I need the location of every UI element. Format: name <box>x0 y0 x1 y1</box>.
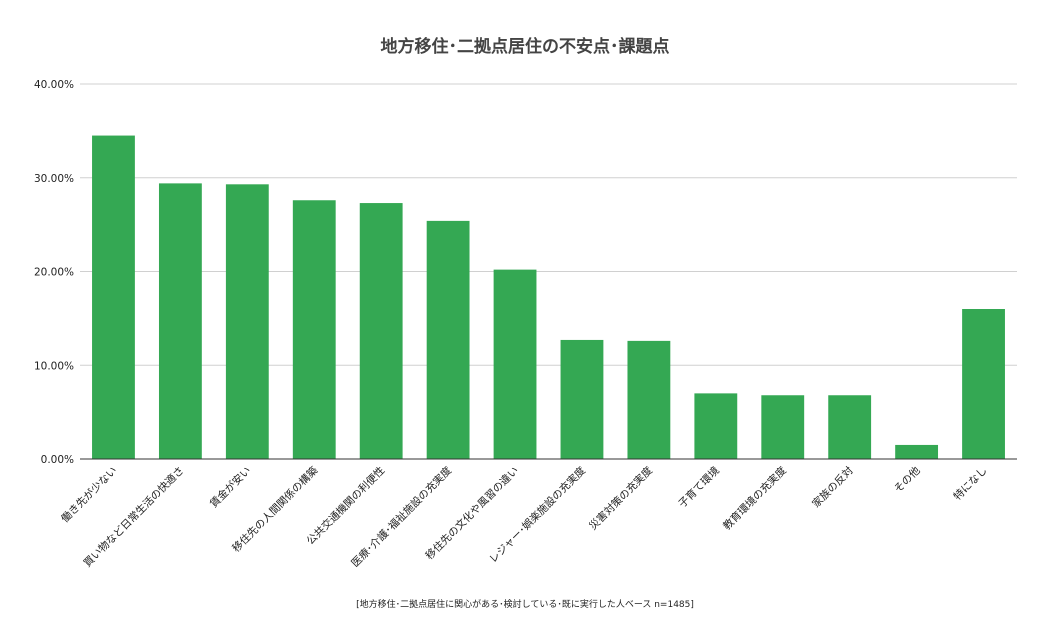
chart-footnote: [地方移住･二拠点居住に関心がある･検討している･既に実行した人ベース n=14… <box>356 600 694 610</box>
bar <box>627 340 671 459</box>
bar <box>225 184 269 459</box>
y-tick-label: 10.00% <box>34 360 74 372</box>
bar <box>560 339 604 459</box>
chart-title: 地方移住･二拠点居住の不安点･課題点 <box>380 37 670 57</box>
bar <box>761 395 805 459</box>
bar <box>828 395 872 459</box>
y-tick-label: 40.00% <box>34 79 74 91</box>
x-category-label: 子育て環境 <box>676 464 722 510</box>
bar <box>359 203 403 459</box>
bar <box>694 393 738 459</box>
y-tick-label: 30.00% <box>34 173 74 185</box>
y-tick-label: 20.00% <box>34 267 74 279</box>
x-category-label: 教育環境の充実度 <box>720 464 789 533</box>
x-category-label: 働き先が少ない <box>58 464 119 525</box>
bar <box>895 444 939 459</box>
bar <box>158 183 202 459</box>
x-category-label: 特になし <box>951 465 989 503</box>
x-category-label: 家族の反対 <box>809 464 856 511</box>
x-category-label: 賃金が安い <box>207 464 253 510</box>
bar <box>292 200 336 459</box>
y-tick-label: 0.00% <box>41 454 74 466</box>
x-category-label: その他 <box>891 464 923 496</box>
bar <box>962 309 1005 459</box>
bar <box>426 220 470 459</box>
bar <box>493 269 537 459</box>
bar <box>92 135 135 459</box>
x-category-label: 災害対策の充実度 <box>586 464 655 533</box>
